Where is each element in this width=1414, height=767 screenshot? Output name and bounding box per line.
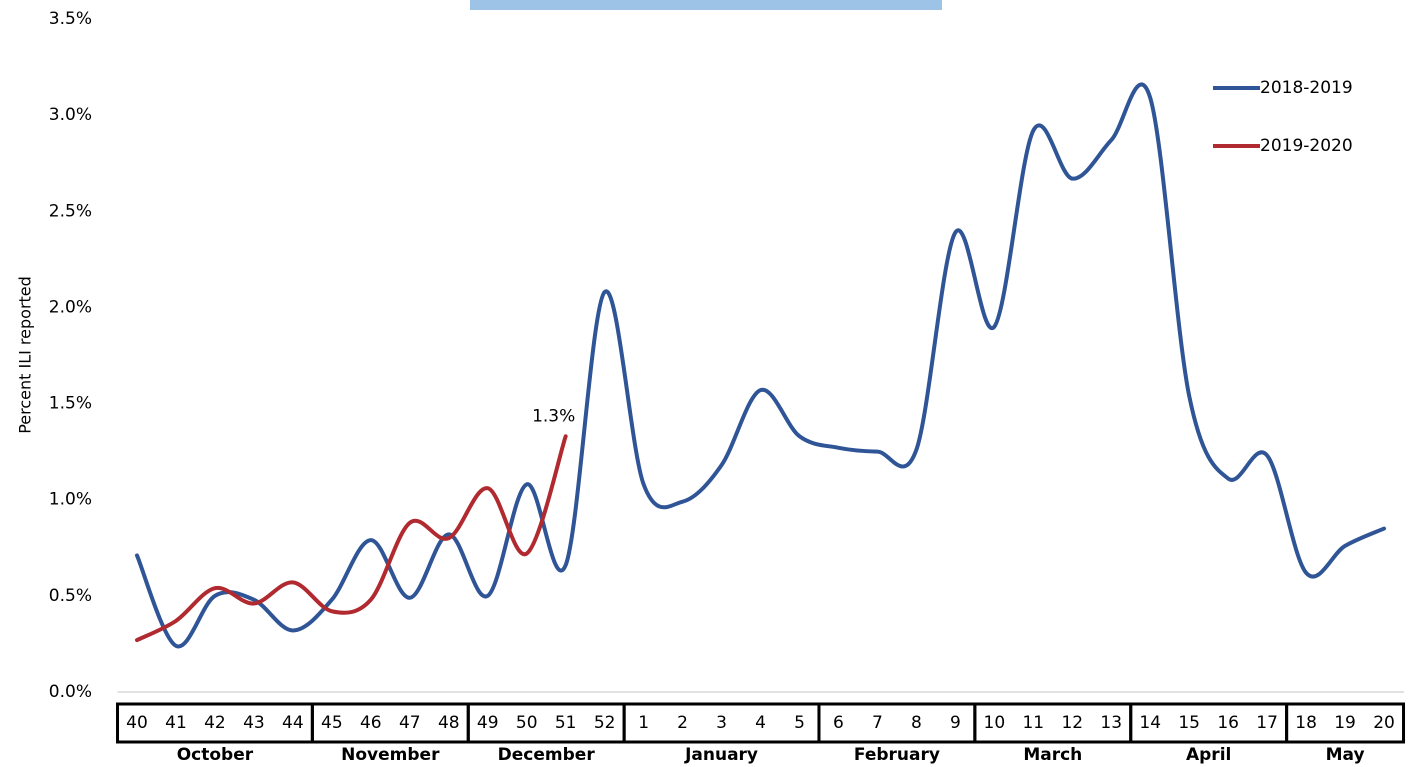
x-tick-label: 2 (677, 713, 688, 733)
x-tick-label: 19 (1334, 713, 1356, 733)
x-tick-label: 11 (1022, 713, 1044, 733)
x-tick-label: 50 (516, 713, 538, 733)
x-tick-label: 44 (282, 713, 304, 733)
month-label: February (854, 745, 940, 765)
x-tick-label: 16 (1217, 713, 1239, 733)
series-line (135, 82, 1387, 649)
y-tick-label: 0.5% (49, 586, 92, 606)
x-tick-label: 13 (1100, 713, 1122, 733)
x-tick-label: 17 (1256, 713, 1278, 733)
month-label: October (177, 745, 254, 765)
x-tick-label: 1 (638, 713, 649, 733)
header-bar (470, 0, 942, 10)
x-tick-label: 4 (755, 713, 766, 733)
x-tick-label: 47 (399, 713, 421, 733)
y-axis-title: Percent ILI reported (16, 276, 35, 434)
x-tick-label: 10 (984, 713, 1006, 733)
x-tick-label: 40 (126, 713, 148, 733)
month-label: April (1186, 745, 1231, 765)
x-tick-label: 18 (1295, 713, 1317, 733)
x-tick-label: 43 (243, 713, 265, 733)
x-tick-label: 8 (911, 713, 922, 733)
x-tick-label: 42 (204, 713, 226, 733)
y-tick-label: 2.5% (49, 201, 92, 221)
month-label: May (1326, 745, 1365, 765)
month-label: November (341, 745, 440, 765)
y-tick-label: 2.0% (49, 297, 92, 317)
x-tick-label: 5 (794, 713, 805, 733)
x-tick-label: 45 (321, 713, 343, 733)
x-tick-label: 14 (1139, 713, 1161, 733)
y-tick-label: 3.5% (49, 9, 92, 29)
y-tick-label: 1.0% (49, 490, 92, 510)
y-tick-label: 1.5% (49, 394, 92, 414)
month-label: January (684, 745, 758, 765)
month-box (1285, 702, 1406, 744)
data-label: 1.3% (532, 406, 575, 426)
x-tick-label: 52 (594, 713, 616, 733)
y-tick-label: 3.0% (49, 105, 92, 125)
x-tick-label: 20 (1373, 713, 1395, 733)
x-tick-label: 12 (1061, 713, 1083, 733)
x-tick-label: 9 (950, 713, 961, 733)
series-line (135, 434, 568, 643)
x-tick-label: 48 (438, 713, 460, 733)
x-tick-label: 15 (1178, 713, 1200, 733)
month-label: March (1023, 745, 1082, 765)
y-tick-label: 0.0% (49, 682, 92, 702)
x-tick-label: 51 (555, 713, 577, 733)
x-tick-label: 3 (716, 713, 727, 733)
legend-label: 2019-2020 (1260, 136, 1353, 156)
x-tick-label: 46 (360, 713, 382, 733)
x-tick-label: 49 (477, 713, 499, 733)
month-label: December (498, 745, 596, 765)
x-tick-label: 41 (165, 713, 187, 733)
x-tick-label: 7 (872, 713, 883, 733)
legend-label: 2018-2019 (1260, 78, 1353, 98)
x-tick-label: 6 (833, 713, 844, 733)
